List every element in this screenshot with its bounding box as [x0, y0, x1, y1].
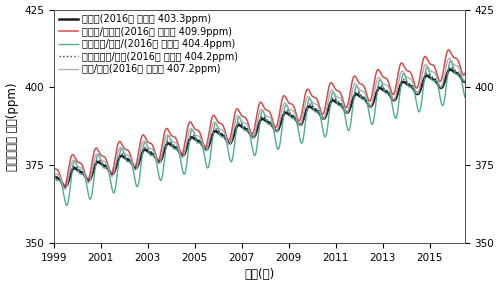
Line: 료리/일본(2016년 연평균 407.2ppm): 료리/일본(2016년 연평균 407.2ppm)	[54, 58, 465, 189]
Line: 마우나로아/미국(2016년 연평균 404.2ppm): 마우나로아/미국(2016년 연평균 404.2ppm)	[54, 67, 465, 187]
왈리구안/중국/(2016년 연평균 404.4ppm)	[249, 146, 255, 149]
안면도/한반도(2016년 연평균 409.9ppm)	[462, 71, 468, 75]
전지구(2016년 연평균 403.3ppm)	[65, 181, 71, 185]
왈리구안/중국/(2016년 연평균 404.4ppm)	[448, 59, 454, 63]
료리/일본(2016년 연평균 407.2ppm)	[65, 180, 71, 183]
Line: 전지구(2016년 연평균 403.3ppm): 전지구(2016년 연평균 403.3ppm)	[54, 69, 465, 187]
왈리구안/중국/(2016년 연평균 404.4ppm)	[240, 127, 246, 131]
마우나로아/미국(2016년 연평균 404.2ppm)	[249, 135, 255, 139]
왈리구안/중국/(2016년 연평균 404.4ppm)	[50, 171, 56, 174]
전지구(2016년 연평균 403.3ppm)	[448, 68, 454, 71]
왈리구안/중국/(2016년 연평균 404.4ppm)	[298, 139, 304, 143]
왈리구안/중국/(2016년 연평균 404.4ppm)	[462, 95, 468, 99]
료리/일본(2016년 연평균 407.2ppm)	[240, 121, 246, 125]
왈리구안/중국/(2016년 연평균 404.4ppm)	[64, 204, 70, 207]
안면도/한반도(2016년 연평균 409.9ppm)	[298, 117, 304, 121]
Legend: 전지구(2016년 연평균 403.3ppm), 안면도/한반도(2016년 연평균 409.9ppm), 왈리구안/중국/(2016년 연평균 404.4pp: 전지구(2016년 연평균 403.3ppm), 안면도/한반도(2016년 연…	[56, 12, 240, 76]
안면도/한반도(2016년 연평균 409.9ppm)	[240, 115, 246, 119]
전지구(2016년 연평균 403.3ppm)	[462, 80, 468, 84]
마우나로아/미국(2016년 연평균 404.2ppm)	[50, 172, 56, 176]
전지구(2016년 연평균 403.3ppm)	[339, 105, 345, 108]
왈리구안/중국/(2016년 연평균 404.4ppm)	[339, 104, 345, 107]
마우나로아/미국(2016년 연평균 404.2ppm)	[65, 183, 71, 186]
료리/일본(2016년 연평균 407.2ppm)	[62, 188, 68, 191]
마우나로아/미국(2016년 연평균 404.2ppm)	[298, 124, 304, 127]
전지구(2016년 연평균 403.3ppm)	[298, 123, 304, 127]
안면도/한반도(2016년 연평균 409.9ppm)	[145, 140, 151, 144]
Line: 왈리구안/중국/(2016년 연평균 404.4ppm): 왈리구안/중국/(2016년 연평균 404.4ppm)	[54, 61, 465, 205]
마우나로아/미국(2016년 연평균 404.2ppm)	[240, 125, 246, 128]
안면도/한반도(2016년 연평균 409.9ppm)	[65, 172, 71, 175]
전지구(2016년 연평균 403.3ppm)	[62, 185, 68, 188]
Y-axis label: 이산화탄소 농도(ppm): 이산화탄소 농도(ppm)	[6, 82, 18, 170]
마우나로아/미국(2016년 연평균 404.2ppm)	[339, 103, 345, 106]
전지구(2016년 연평균 403.3ppm)	[249, 135, 255, 139]
료리/일본(2016년 연평균 407.2ppm)	[249, 136, 255, 139]
전지구(2016년 연평균 403.3ppm)	[50, 174, 56, 178]
료리/일본(2016년 연평균 407.2ppm)	[50, 170, 56, 174]
마우나로아/미국(2016년 연평균 404.2ppm)	[145, 148, 151, 151]
마우나로아/미국(2016년 연평균 404.2ppm)	[462, 80, 468, 84]
료리/일본(2016년 연평균 407.2ppm)	[462, 79, 468, 82]
료리/일본(2016년 연평균 407.2ppm)	[446, 57, 452, 60]
전지구(2016년 연평균 403.3ppm)	[240, 126, 246, 130]
안면도/한반도(2016년 연평균 409.9ppm)	[61, 185, 67, 188]
료리/일본(2016년 연평균 407.2ppm)	[339, 100, 345, 103]
왈리구안/중국/(2016년 연평균 404.4ppm)	[65, 202, 71, 205]
료리/일본(2016년 연평균 407.2ppm)	[145, 145, 151, 149]
X-axis label: 시간(년): 시간(년)	[244, 268, 274, 282]
안면도/한반도(2016년 연평균 409.9ppm)	[50, 166, 56, 170]
안면도/한반도(2016년 연평균 409.9ppm)	[339, 96, 345, 99]
마우나로아/미국(2016년 연평균 404.2ppm)	[62, 186, 68, 189]
전지구(2016년 연평균 403.3ppm)	[145, 150, 151, 153]
마우나로아/미국(2016년 연평균 404.2ppm)	[448, 65, 454, 69]
Line: 안면도/한반도(2016년 연평균 409.9ppm): 안면도/한반도(2016년 연평균 409.9ppm)	[54, 50, 465, 186]
료리/일본(2016년 연평균 407.2ppm)	[298, 123, 304, 127]
안면도/한반도(2016년 연평균 409.9ppm)	[446, 48, 452, 52]
왈리구안/중국/(2016년 연평균 404.4ppm)	[145, 148, 151, 151]
안면도/한반도(2016년 연평균 409.9ppm)	[249, 132, 255, 135]
